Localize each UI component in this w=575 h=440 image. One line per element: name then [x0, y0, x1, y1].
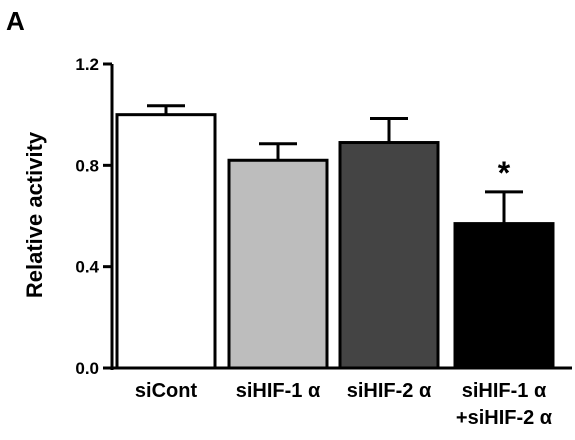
- y-tick-label: 0.0: [75, 359, 99, 378]
- y-tick-label: 0.4: [75, 258, 99, 277]
- y-axis-label: Relative activity: [22, 131, 47, 298]
- category-label: siHIF-2 α: [347, 380, 432, 402]
- y-tick-label: 1.2: [75, 55, 99, 74]
- bar: [227, 158, 329, 370]
- bar: [115, 113, 217, 370]
- bars: *: [115, 104, 555, 370]
- category-label: siCont: [135, 380, 198, 402]
- bar: [453, 222, 555, 370]
- y-tick-label: 0.8: [75, 156, 99, 175]
- category-label: +siHIF-2 α: [456, 407, 553, 429]
- category-label: siHIF-1 α: [236, 380, 321, 402]
- category-label: siHIF-1 α: [462, 380, 547, 402]
- category-labels: siCont siHIF-1 α siHIF-2 α siHIF-1 α +siHIF-…: [135, 380, 553, 429]
- panel-label: A: [6, 6, 25, 36]
- bar: [338, 141, 440, 370]
- significance-annotation: *: [498, 155, 511, 191]
